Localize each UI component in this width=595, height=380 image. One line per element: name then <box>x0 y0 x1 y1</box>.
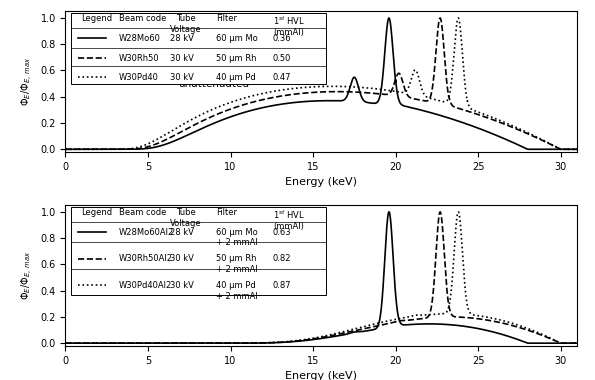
Text: W30Rh50Al2: W30Rh50Al2 <box>119 255 173 263</box>
Text: 30 kV: 30 kV <box>170 255 194 263</box>
Text: Beam code: Beam code <box>119 14 167 23</box>
Text: Legend: Legend <box>81 208 112 217</box>
Text: 50 μm Rh
+ 2 mmAl: 50 μm Rh + 2 mmAl <box>217 255 258 274</box>
Text: 30 kV: 30 kV <box>170 281 194 290</box>
Text: W30Rh50: W30Rh50 <box>119 54 160 63</box>
X-axis label: Energy (keV): Energy (keV) <box>285 371 358 380</box>
Text: Legend: Legend <box>81 14 112 23</box>
Text: 60 μm Mo: 60 μm Mo <box>217 34 258 43</box>
Text: 30 kV: 30 kV <box>170 54 194 63</box>
Text: W30Pd40: W30Pd40 <box>119 73 159 82</box>
Text: 30 kV: 30 kV <box>170 73 194 82</box>
X-axis label: Energy (keV): Energy (keV) <box>285 177 358 187</box>
Y-axis label: $\Phi_E/\Phi_{E,\,max}$: $\Phi_E/\Phi_{E,\,max}$ <box>20 251 35 300</box>
Text: W30Pd40Al2: W30Pd40Al2 <box>119 281 173 290</box>
Text: 0.63: 0.63 <box>273 228 292 237</box>
Text: Tube
Voltage: Tube Voltage <box>170 14 202 33</box>
Text: 0.82: 0.82 <box>273 255 291 263</box>
Text: 40 μm Pd
+ 2 mmAl: 40 μm Pd + 2 mmAl <box>217 281 258 301</box>
Text: Beam code: Beam code <box>119 208 167 217</box>
FancyBboxPatch shape <box>71 13 327 84</box>
FancyBboxPatch shape <box>71 207 327 295</box>
Text: 0.50: 0.50 <box>273 54 291 63</box>
Text: W28Mo60Al2: W28Mo60Al2 <box>119 228 174 237</box>
Text: $1^{st}$ HVL
(mmAl): $1^{st}$ HVL (mmAl) <box>273 14 305 37</box>
Text: 60 μm Mo
+ 2 mmAl: 60 μm Mo + 2 mmAl <box>217 228 258 247</box>
Text: W28Mo60: W28Mo60 <box>119 34 161 43</box>
Text: 28 kV: 28 kV <box>170 228 194 237</box>
Text: Filter: Filter <box>217 14 237 23</box>
Text: 28 kV: 28 kV <box>170 34 194 43</box>
Text: Tube
Voltage: Tube Voltage <box>170 208 202 228</box>
Text: 50 μm Rh: 50 μm Rh <box>217 54 257 63</box>
Text: BEV spectra
unattenuated: BEV spectra unattenuated <box>178 68 249 89</box>
Text: Filter: Filter <box>217 208 237 217</box>
Text: 0.36: 0.36 <box>273 34 292 43</box>
Text: BEV spectra
attenuated: BEV spectra attenuated <box>178 273 241 294</box>
Text: 0.87: 0.87 <box>273 281 292 290</box>
Y-axis label: $\Phi_E/\Phi_{E,\,max}$: $\Phi_E/\Phi_{E,\,max}$ <box>20 57 35 106</box>
Text: 40 μm Pd: 40 μm Pd <box>217 73 256 82</box>
Text: $1^{st}$ HVL
(mmAl): $1^{st}$ HVL (mmAl) <box>273 208 305 231</box>
Text: 0.47: 0.47 <box>273 73 291 82</box>
